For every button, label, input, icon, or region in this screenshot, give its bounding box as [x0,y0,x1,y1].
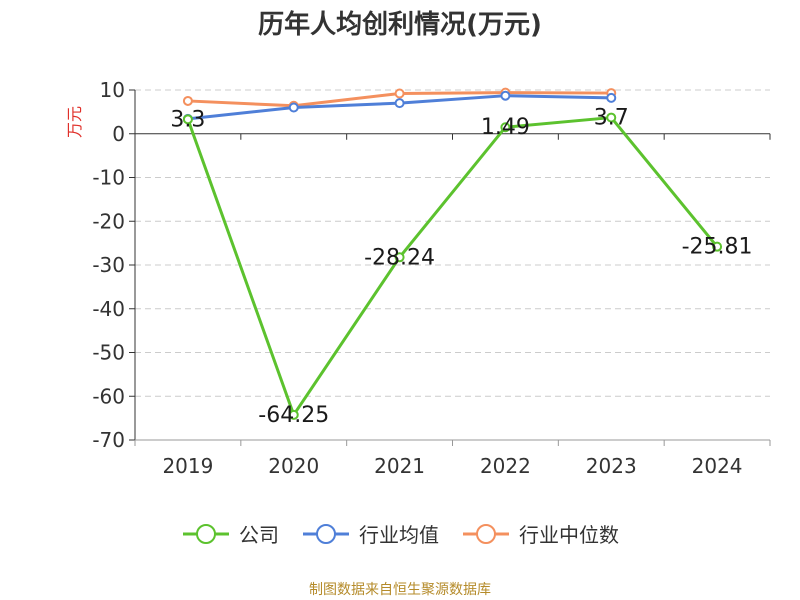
data-point [182,95,193,106]
legend-swatch-marker [196,523,216,544]
legend-label: 行业中位数 [519,523,619,547]
x-tick-label: 2021 [374,454,425,478]
data-point [394,252,405,263]
data-point [500,122,511,133]
data-point [606,92,617,103]
data-label: 3.3 [170,107,205,132]
x-tick-label: 2024 [692,454,743,478]
x-tick-label: 2020 [268,454,319,478]
data-point [500,90,511,101]
y-tick-label: -20 [92,209,125,233]
data-point [288,102,299,113]
series-lines [182,87,723,420]
data-label: 1.49 [481,115,530,140]
data-point [288,409,299,420]
data-label: -64.25 [258,403,329,428]
data-label: -28.24 [364,245,435,270]
data-point [394,88,405,99]
legend-swatch-icon [183,523,229,544]
y-tick-label: -30 [92,253,125,277]
data-point [606,112,617,123]
legend-item[interactable]: 公司 [181,519,279,548]
source-footer: 制图数据来自恒生聚源数据库 [309,582,491,598]
axes: 10 0 -10 -20 -30 -40 -50 -60 -70 2019 2020 2021 2022… [65,78,771,478]
legend-swatch-icon [303,523,349,544]
y-tick-label: 10 [100,78,125,102]
legend-item[interactable]: 行业中位数 [461,519,619,548]
grid-lines [135,89,770,441]
x-tick-label: 2022 [480,454,531,478]
data-labels: 3.3 -64.25 -28.24 1.49 3.7 -25.81 [170,106,752,428]
chart-title: 历年人均创利情况(万元) [258,10,542,40]
legend-label: 行业均值 [359,523,439,547]
data-label: 3.7 [594,106,629,131]
legend-label: 公司 [239,523,279,547]
series-line [186,116,719,417]
legend-swatch-icon [463,523,509,544]
legend: 公司 行业均值 行业中位数 [0,519,800,548]
y-axis-label: 万元 [65,106,84,138]
data-label: -25.81 [682,235,753,260]
y-tick-label: -60 [92,384,125,408]
legend-item[interactable]: 行业均值 [301,519,439,548]
x-tick-label: 2023 [586,454,637,478]
data-point [394,98,405,109]
y-tick-label: -50 [92,341,125,365]
y-tick-label: -40 [92,297,125,321]
y-tick-label: 0 [112,122,125,146]
legend-swatch-marker [476,523,496,544]
y-tick-label: -70 [92,428,125,452]
data-point [182,114,193,125]
x-tick-label: 2019 [162,454,213,478]
y-tick-label: -10 [92,166,125,190]
legend-swatch-marker [316,523,336,544]
data-point [712,241,723,252]
